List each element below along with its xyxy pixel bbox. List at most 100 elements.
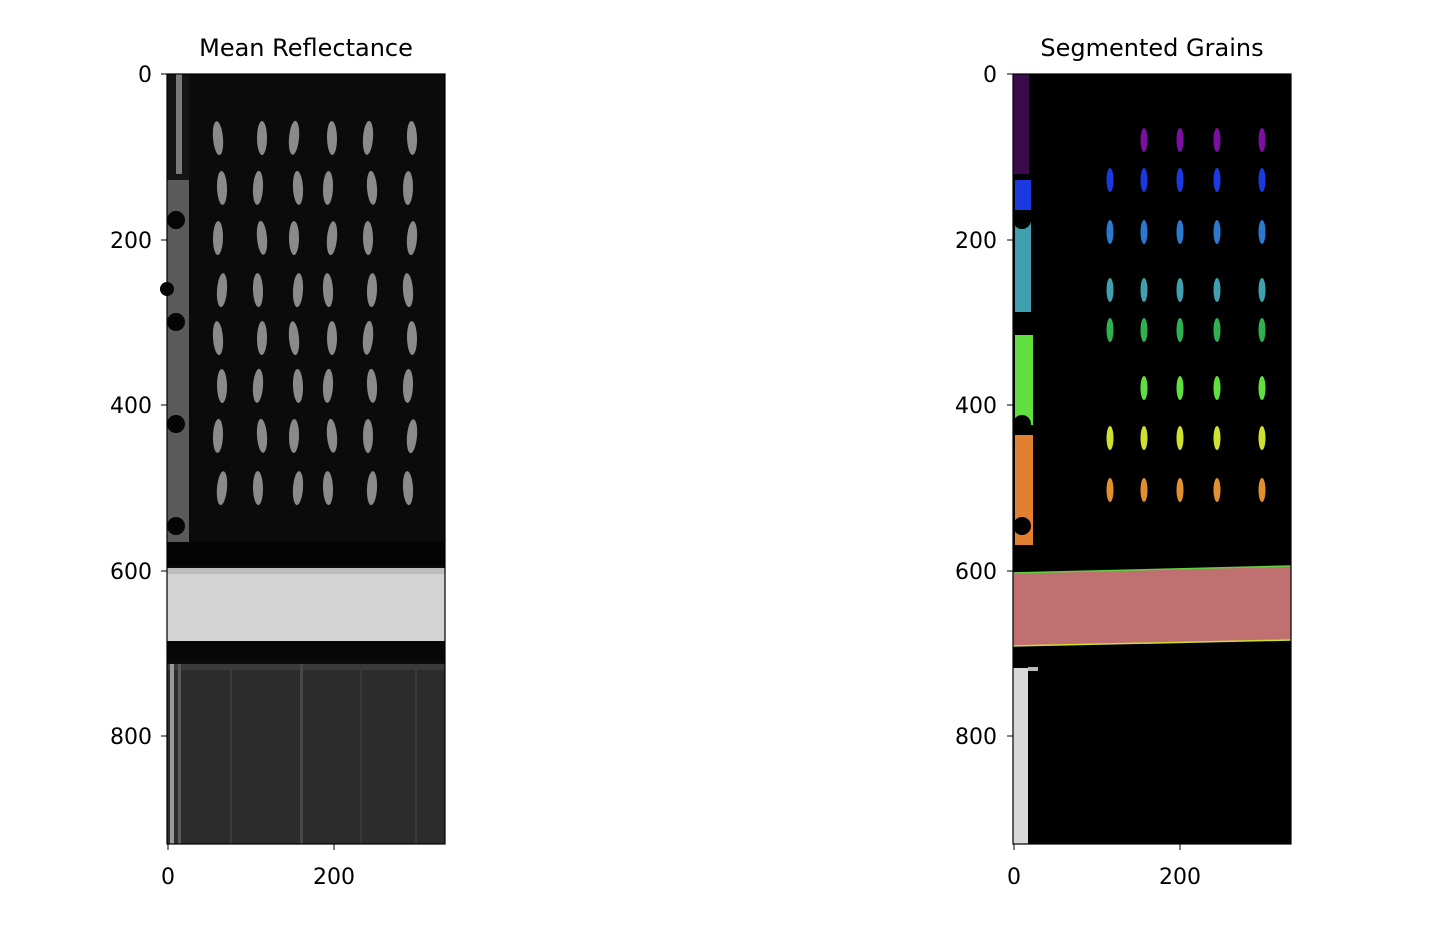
grain: [252, 368, 264, 403]
grain: [366, 471, 378, 506]
grain: [366, 170, 378, 205]
grain: [216, 170, 228, 205]
grain: [292, 273, 304, 308]
grain: [406, 419, 418, 454]
grain: [406, 320, 418, 355]
grain: [216, 273, 228, 308]
grain: [326, 418, 338, 453]
segmented-grain: [1213, 318, 1221, 342]
grain: [362, 120, 374, 155]
grain: [288, 418, 300, 453]
segmented-grain: [1176, 168, 1184, 192]
grain: [362, 320, 374, 355]
grain: [212, 321, 224, 356]
segmented-grain: [1176, 318, 1184, 342]
segmented-grain: [1140, 318, 1148, 342]
y-axis: 0 200 400 600 800: [110, 63, 167, 750]
x-tick-label: 200: [313, 865, 355, 890]
segmented-grain: [1213, 220, 1221, 244]
grain: [289, 221, 299, 255]
grain: [322, 273, 334, 308]
plot-frame: [1012, 73, 1292, 845]
segmented-grain: [1106, 318, 1114, 342]
segmented-grain: [1213, 478, 1221, 502]
segmented-grains-panel: Segmented Grains: [955, 34, 1292, 890]
segmented-grain: [1213, 376, 1221, 400]
segmented-grain: [1140, 278, 1148, 302]
grain: [326, 120, 338, 155]
grain: [322, 471, 334, 506]
segmented-grain: [1140, 376, 1148, 400]
grain: [326, 221, 338, 256]
grain-markers: [1106, 128, 1266, 502]
grain: [292, 471, 304, 506]
grain: [288, 321, 300, 356]
grain: [212, 121, 224, 156]
grain: [402, 471, 414, 506]
grain: [322, 368, 334, 403]
segmented-grain: [1140, 168, 1148, 192]
y-tick-label: 200: [110, 229, 152, 254]
segmented-grain: [1106, 220, 1114, 244]
grain: [402, 170, 414, 205]
segmented-grain: [1258, 318, 1266, 342]
grain: [292, 170, 304, 205]
segmented-grain: [1213, 168, 1221, 192]
mean-reflectance-panel: Mean Reflectance: [110, 34, 446, 890]
grain: [406, 120, 418, 155]
grain: [252, 273, 264, 308]
x-tick-label: 0: [1007, 865, 1021, 890]
segmented-grain: [1140, 478, 1148, 502]
segmented-grain: [1258, 278, 1266, 302]
grain: [292, 368, 304, 403]
segmented-grain: [1176, 376, 1184, 400]
mean-reflectance-image: [160, 74, 445, 844]
grain: [288, 120, 300, 155]
segmented-grain: [1106, 278, 1114, 302]
grain: [212, 220, 224, 255]
grain: [252, 471, 264, 506]
grain: [256, 321, 268, 356]
segmented-grain: [1258, 478, 1266, 502]
grain: [322, 170, 334, 205]
panel-title: Mean Reflectance: [199, 34, 413, 62]
segmented-grain: [1213, 128, 1221, 152]
grain: [216, 368, 228, 403]
grain-markers: [212, 120, 418, 506]
y-tick-label: 600: [955, 560, 997, 585]
grain: [402, 368, 414, 403]
y-tick-label: 800: [110, 725, 152, 750]
segmented-grain: [1176, 426, 1184, 450]
grain: [212, 418, 224, 453]
grain: [257, 121, 267, 155]
y-tick-label: 0: [983, 63, 997, 88]
y-tick-label: 400: [110, 394, 152, 419]
grain: [252, 170, 264, 205]
segmented-grain: [1176, 220, 1184, 244]
x-tick-label: 0: [161, 865, 175, 890]
segmented-grain: [1258, 426, 1266, 450]
grain: [327, 321, 337, 355]
grain: [402, 273, 414, 308]
x-tick-label: 200: [1159, 865, 1201, 890]
y-tick-label: 0: [138, 63, 152, 88]
y-tick-label: 200: [955, 229, 997, 254]
y-tick-label: 800: [955, 725, 997, 750]
segmented-grain: [1140, 220, 1148, 244]
grain: [363, 419, 373, 453]
y-axis: 0 200 400 600 800: [955, 63, 1013, 750]
grain: [216, 471, 228, 506]
segmented-grain: [1213, 278, 1221, 302]
segmented-grain: [1258, 128, 1266, 152]
grain: [366, 273, 378, 308]
grain: [362, 221, 374, 256]
y-tick-label: 400: [955, 394, 997, 419]
segmented-grains-image: [1012, 74, 1292, 844]
segmented-grain: [1140, 128, 1148, 152]
segmented-grain: [1258, 376, 1266, 400]
segmented-grain: [1213, 426, 1221, 450]
segmented-grain: [1106, 426, 1114, 450]
plot-frame: [166, 73, 446, 845]
segmented-grain: [1176, 278, 1184, 302]
